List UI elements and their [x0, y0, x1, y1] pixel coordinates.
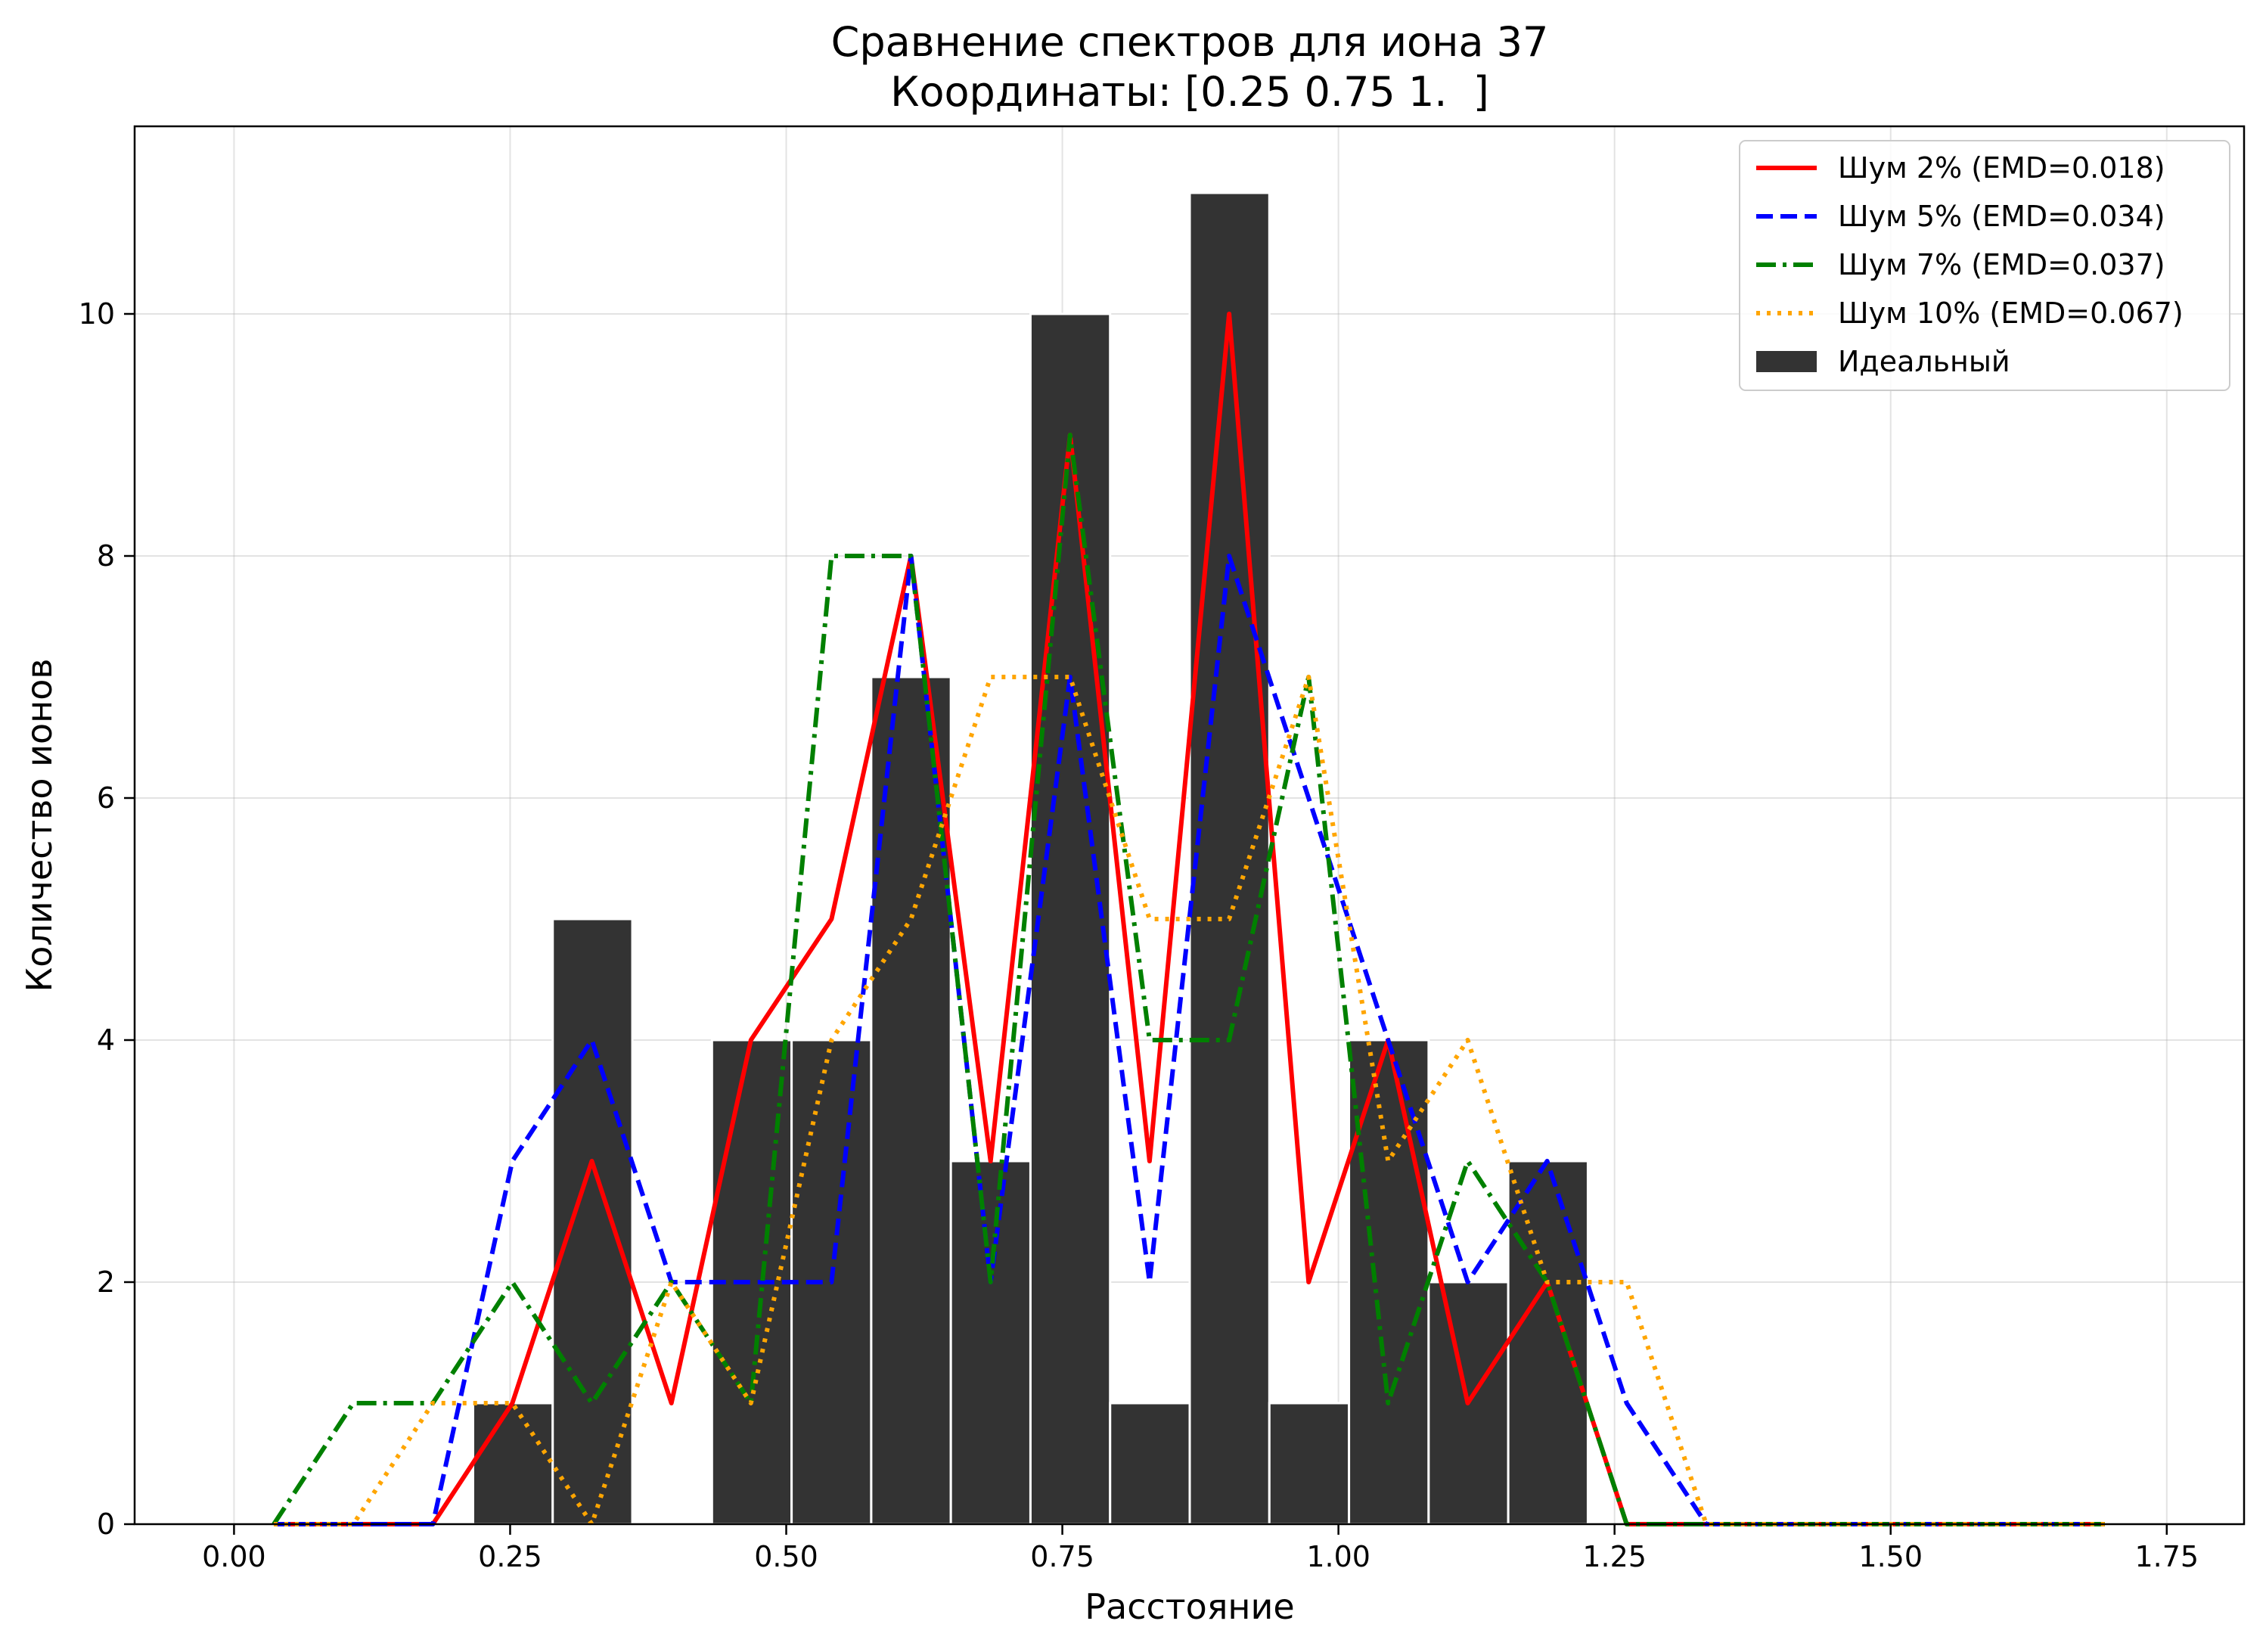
y-tick-label: 0: [97, 1508, 115, 1541]
x-tick-label: 0.50: [754, 1540, 818, 1573]
y-tick-label: 8: [97, 539, 115, 573]
histogram-bar: [949, 1160, 1032, 1526]
x-tick-label: 0.00: [202, 1540, 266, 1573]
x-tick-label: 1.75: [2134, 1540, 2199, 1573]
series-line-4: [274, 675, 2105, 1526]
x-tick-label: 0.25: [478, 1540, 542, 1573]
histogram-bar: [471, 1402, 554, 1526]
legend-swatch-bar: [1756, 351, 1817, 372]
x-axis-label: Расстояние: [1085, 1586, 1294, 1627]
y-tick-label: 2: [97, 1265, 115, 1299]
histogram-bar: [1507, 1160, 1589, 1526]
legend-box: [1739, 140, 2230, 391]
chart-subtitle: Координаты: [0.25 0.75 1. ]: [890, 68, 1489, 116]
legend: Шум 2% (EMD=0.018) Шум 5% (EMD=0.034) Шум …: [1739, 140, 2230, 391]
y-tick-label: 10: [79, 297, 115, 331]
chart-title: Сравнение спектров для иона 37: [831, 18, 1549, 66]
legend-label: Идеальный: [1838, 345, 2010, 378]
y-tick-label: 4: [97, 1023, 115, 1057]
plot-area-frame: [133, 125, 2246, 1526]
legend-label: Шум 10% (EMD=0.067): [1838, 297, 2184, 330]
y-axis-label: Количество ионов: [19, 659, 60, 992]
legend-label: Шум 2% (EMD=0.018): [1838, 151, 2165, 185]
histogram-bar: [1268, 1402, 1351, 1526]
x-tick-label: 1.25: [1582, 1540, 1647, 1573]
x-tick-label: 1.00: [1306, 1540, 1370, 1573]
histogram-bar: [1348, 1039, 1430, 1526]
legend-label: Шум 7% (EMD=0.037): [1838, 248, 2165, 281]
histogram-bar: [1029, 312, 1112, 1526]
y-tick-label: 6: [97, 781, 115, 815]
bar-layer: [471, 191, 1589, 1526]
x-tick-label: 1.50: [1858, 1540, 1923, 1573]
y-axis: 0 2 4 6 8 10: [79, 297, 135, 1541]
histogram-bar: [551, 918, 634, 1526]
x-tick-label: 0.75: [1030, 1540, 1094, 1573]
x-axis: 0.00 0.25 0.50 0.75 1.00 1.25 1.50 1.75: [202, 1524, 2199, 1573]
histogram-bar: [1109, 1402, 1191, 1526]
histogram-bar: [1188, 191, 1271, 1526]
legend-label: Шум 5% (EMD=0.034): [1838, 200, 2165, 233]
